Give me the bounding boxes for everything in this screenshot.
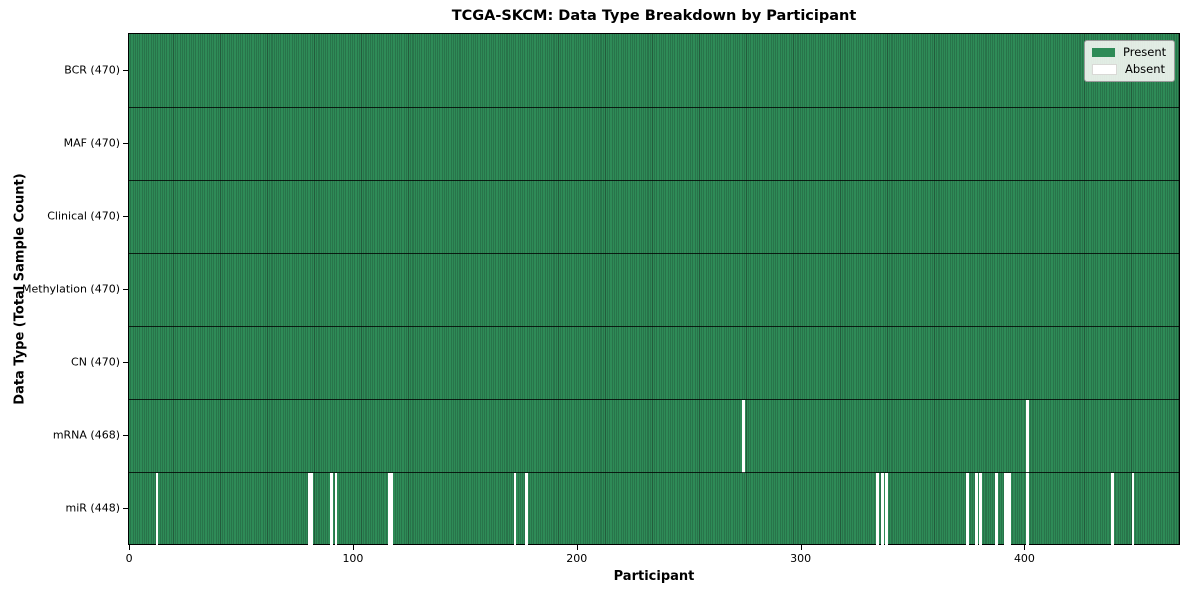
legend: Present Absent bbox=[1084, 40, 1176, 82]
x-axis-label: Participant bbox=[613, 569, 695, 584]
legend-entry-absent: Absent bbox=[1092, 63, 1166, 76]
absent-gap-miR-380 bbox=[979, 472, 983, 546]
y-tick-mark bbox=[123, 289, 128, 290]
legend-swatch-absent bbox=[1092, 64, 1117, 75]
legend-label-present: Present bbox=[1123, 45, 1167, 59]
absent-gap-miR-92 bbox=[334, 472, 338, 546]
absent-gap-miR-12 bbox=[155, 472, 159, 546]
y-tick-label-BCR: BCR (470) bbox=[64, 63, 120, 77]
absent-gap-miR-401 bbox=[1026, 472, 1030, 546]
absent-gap-miR-391 bbox=[1003, 472, 1007, 546]
y-tick-label-mRNA: mRNA (468) bbox=[52, 428, 120, 442]
x-tick-label-200: 200 bbox=[566, 552, 588, 565]
absent-gap-miR-334 bbox=[876, 472, 880, 546]
absent-gap-miR-80 bbox=[307, 472, 311, 546]
x-tick-label-100: 100 bbox=[342, 552, 364, 565]
absent-gap-miR-90 bbox=[330, 472, 333, 546]
absent-gap-mRNA-274 bbox=[742, 399, 745, 473]
absent-gap-miR-117 bbox=[390, 472, 394, 546]
y-tick-mark bbox=[123, 435, 128, 437]
y-tick-label-miR: miR (448) bbox=[65, 501, 121, 515]
x-tick-label-0: 0 bbox=[125, 552, 133, 565]
x-tick-mark bbox=[352, 545, 354, 550]
row-divider bbox=[129, 179, 1179, 181]
row-divider bbox=[129, 399, 1179, 401]
y-tick-mark bbox=[123, 215, 128, 217]
x-tick-mark bbox=[129, 545, 131, 550]
absent-gap-miR-387 bbox=[994, 472, 998, 546]
absent-gap-miR-81 bbox=[310, 472, 313, 546]
row-divider bbox=[129, 106, 1179, 108]
x-tick-mark bbox=[800, 545, 802, 550]
absent-gap-miR-378 bbox=[974, 472, 978, 546]
absent-gap-miR-116 bbox=[388, 472, 392, 546]
absent-gap-miR-439 bbox=[1111, 472, 1115, 546]
absent-gap-miR-374 bbox=[965, 472, 969, 546]
y-tick-mark bbox=[123, 508, 128, 510]
x-tick-label-400: 400 bbox=[1013, 552, 1035, 565]
y-tick-mark bbox=[123, 69, 128, 71]
x-tick-mark bbox=[1024, 545, 1026, 550]
row-divider bbox=[129, 326, 1179, 328]
y-tick-label-Methylation: Methylation (470) bbox=[22, 282, 120, 296]
row-divider bbox=[129, 252, 1179, 254]
legend-entry-present: Present bbox=[1092, 46, 1166, 59]
absent-gap-mRNA-401 bbox=[1026, 399, 1030, 473]
y-tick-mark bbox=[123, 362, 128, 364]
legend-swatch-present bbox=[1092, 48, 1115, 57]
y-tick-mark bbox=[123, 142, 128, 144]
x-tick-label-300: 300 bbox=[790, 552, 812, 565]
absent-gap-miR-172 bbox=[513, 472, 517, 546]
chart-title: TCGA-SKCM: Data Type Breakdown by Partic… bbox=[451, 8, 857, 24]
absent-gap-miR-336 bbox=[880, 472, 884, 546]
absent-gap-miR-338 bbox=[885, 472, 889, 546]
absent-gap-miR-393 bbox=[1008, 472, 1012, 546]
x-tick-mark bbox=[576, 545, 578, 550]
absent-gap-miR-177 bbox=[524, 472, 528, 546]
absent-gap-miR-448 bbox=[1131, 472, 1135, 546]
y-tick-label-MAF: MAF (470) bbox=[63, 136, 120, 150]
y-tick-label-Clinical: Clinical (470) bbox=[47, 209, 120, 223]
legend-label-absent: Absent bbox=[1125, 62, 1166, 76]
absent-gap-miR-392 bbox=[1006, 472, 1009, 546]
y-tick-label-CN: CN (470) bbox=[71, 355, 120, 369]
row-divider bbox=[129, 472, 1179, 474]
plot-area bbox=[128, 33, 1180, 546]
